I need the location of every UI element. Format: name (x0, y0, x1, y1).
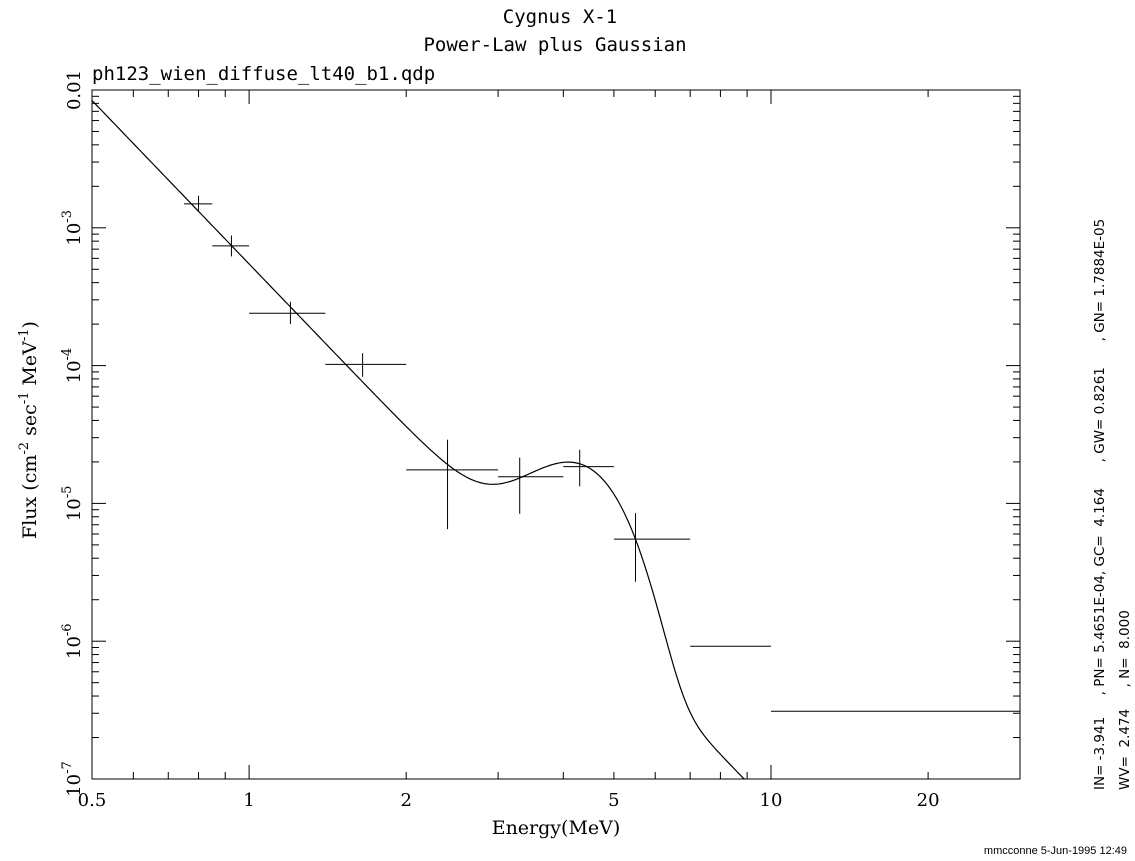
y-tick-label: 10-4 (60, 348, 85, 384)
x-tick-labels: 0.5 1 2 5 10 20 (78, 790, 940, 811)
x-tick-label: 0.5 (78, 790, 107, 811)
fit-parameters-line2: WV= 2.474 , N= 8.000 (1117, 610, 1133, 790)
fit-parameters-line1: IN= -3.941 , PN= 5.4651E-04, GC= 4.164 ,… (1092, 219, 1108, 790)
data-point (249, 301, 326, 325)
y-label-exp1: -2 (17, 442, 32, 455)
y-tick-label: 10-7 (60, 761, 85, 797)
x-tick-label: 10 (760, 790, 783, 811)
x-tick-label: 5 (608, 790, 619, 811)
data-point (563, 449, 614, 487)
y-label-post: ) (19, 321, 41, 328)
x-tick-label: 1 (243, 790, 254, 811)
chart-subtitle: Power-Law plus Gaussian (423, 34, 686, 56)
data-point (325, 353, 407, 377)
y-label-pre: Flux (cm (19, 455, 41, 539)
y-tick-label: 10-3 (60, 210, 85, 246)
data-points (183, 195, 1020, 712)
footer-timestamp: mmcconne 5-Jun-1995 12:49 (983, 845, 1127, 857)
y-label-mid: sec (19, 404, 41, 442)
x-axis-label: Energy(MeV) (492, 817, 621, 839)
y-tick-label: 0.01 (64, 70, 85, 110)
data-point (212, 235, 250, 257)
x-tick-label: 20 (917, 790, 940, 811)
file-label: ph123_wien_diffuse_lt40_b1.qdp (92, 63, 435, 85)
y-axis-label: Flux (cm-2 sec-1 MeV-1) (17, 321, 41, 539)
y-label-mid2: MeV (19, 341, 41, 392)
data-point (613, 513, 691, 582)
x-tick-label: 2 (400, 790, 411, 811)
data-point (498, 457, 564, 514)
data-point (183, 195, 213, 212)
y-tick-labels: 0.01 10-3 10-4 10-5 10-6 10-7 (60, 70, 85, 797)
chart-title: Cygnus X-1 (503, 6, 617, 28)
axis-ticks (91, 89, 1021, 780)
y-tick-label: 10-5 (60, 486, 85, 522)
y-label-exp3: -1 (17, 328, 32, 341)
y-tick-label: 10-6 (60, 623, 85, 659)
data-point (406, 439, 499, 530)
y-label-exp2: -1 (17, 392, 32, 405)
model-curve (91, 100, 746, 780)
plot-frame (91, 89, 1021, 780)
